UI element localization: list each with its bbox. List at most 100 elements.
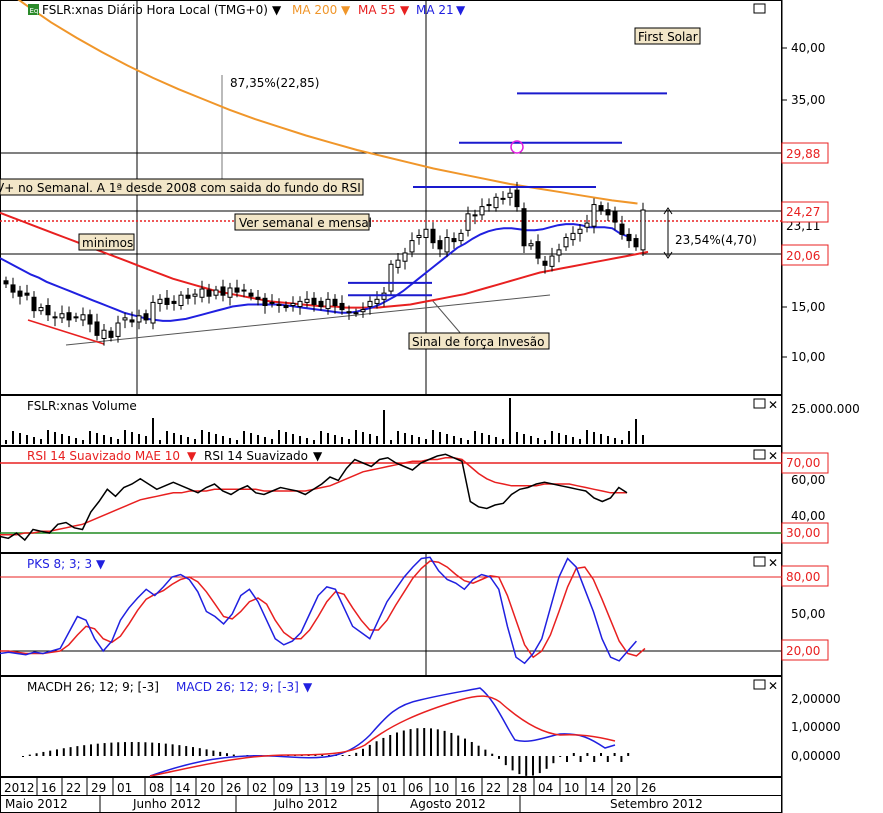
maximize-icon[interactable]: [753, 556, 766, 567]
candle: [612, 211, 618, 223]
y-tick: 10,00: [791, 350, 825, 364]
maximize-icon[interactable]: [753, 679, 766, 690]
macd-hist-bar: [35, 753, 38, 756]
rsi-tick: 60,00: [791, 473, 825, 487]
candle: [409, 240, 415, 253]
macd-hist-bar: [144, 742, 147, 756]
macd-hist-bar: [164, 743, 167, 756]
day-tick: 26: [641, 781, 656, 795]
candle: [360, 309, 366, 313]
volume-bar: [236, 440, 238, 444]
macd-hist-bar: [464, 738, 466, 756]
maximize-icon[interactable]: [753, 398, 766, 409]
volume-bar: [509, 398, 511, 444]
day-tick: 06: [408, 781, 423, 795]
rsi-tick: 40,00: [791, 509, 825, 523]
candle: [220, 286, 226, 296]
macd-hist-bar: [579, 756, 582, 762]
day-tick: 10: [564, 781, 579, 795]
macd-hist-bar: [226, 753, 228, 756]
pks-slow-series: [0, 560, 646, 659]
macd-hist-bar: [28, 754, 31, 756]
candle: [500, 197, 506, 200]
close-icon[interactable]: ✕: [768, 449, 778, 463]
day-tick: 20: [616, 781, 631, 795]
day-tick: 22: [66, 781, 81, 795]
volume-bar: [327, 433, 329, 444]
ma55-series: [0, 211, 649, 309]
volume-bar: [348, 439, 350, 444]
macd-hist-bar: [620, 756, 623, 762]
time-axis: 2012 16 22 29 01 08 14 20 26 02 09 13 19 25 01 06 10 16 22…: [4, 777, 703, 813]
symbol-label: FSLR:xnas Diário Hora Local (TMG+0): [42, 3, 268, 17]
volume-bar: [89, 431, 91, 444]
macd-hist-bar: [566, 756, 568, 762]
candle: [514, 189, 520, 208]
volume-bar: [558, 433, 560, 444]
svg-text:▼: ▼: [313, 449, 323, 463]
volume-bar: [341, 437, 343, 444]
volume-bar: [544, 440, 546, 444]
volume-label: FSLR:xnas Volume: [27, 399, 137, 413]
volume-bar: [292, 434, 294, 444]
candle: [472, 214, 478, 217]
volume-bar: [621, 440, 623, 444]
volume-bar: [516, 432, 518, 444]
macd-hist-bar: [158, 743, 160, 756]
note-sinal: Sinal de força Invesão: [412, 335, 544, 349]
candle: [269, 301, 275, 304]
volume-bar: [201, 430, 203, 444]
macd-hist-bar: [538, 756, 541, 774]
candle: [521, 208, 527, 247]
day-tick: 14: [590, 781, 605, 795]
candle: [640, 209, 646, 251]
volume-bar: [271, 439, 273, 444]
volume-bar: [355, 430, 357, 444]
volume-bar: [229, 438, 231, 444]
macd-hist-bar: [559, 756, 562, 757]
candle: [556, 249, 562, 256]
macd-hist-bar: [314, 755, 317, 756]
macd-hist-bar: [90, 744, 92, 756]
close-icon[interactable]: ✕: [768, 556, 778, 570]
volume-bar: [523, 434, 525, 444]
macd-hist-bar: [185, 746, 188, 756]
day-tick: 04: [538, 781, 553, 795]
volume-bar: [530, 436, 532, 444]
macd-hist-bar: [457, 735, 460, 756]
macd-hist-bar: [171, 744, 174, 756]
volume-bar: [208, 432, 210, 444]
candle: [395, 259, 401, 268]
volume-bar: [278, 430, 280, 444]
macd-hist-bar: [49, 750, 52, 756]
candle: [570, 232, 576, 241]
month-label: Junho 2012: [132, 797, 201, 811]
macd-hist-bar: [552, 756, 555, 764]
candle: [339, 302, 345, 311]
maximize-icon[interactable]: [753, 449, 766, 460]
volume-bar: [418, 437, 420, 444]
note-semanal: V+ no Semanal. A 1ª desde 2008 com saida…: [0, 181, 361, 195]
candle: [115, 322, 121, 337]
candle: [290, 302, 296, 307]
close-icon[interactable]: ✕: [768, 398, 778, 412]
close-icon[interactable]: ✕: [768, 679, 778, 693]
ma55-line: [0, 211, 649, 309]
rsi-label-1: RSI 14 Suavizado MAE 10: [27, 449, 180, 463]
rsi-pane: RSI 14 Suavizado MAE 10 ▼ RSI 14 Suaviza…: [0, 449, 829, 544]
day-tick: 08: [149, 781, 164, 795]
candle: [444, 237, 450, 253]
ma200-label: MA 200: [292, 3, 337, 17]
macd-hist-bar: [212, 750, 215, 756]
volume-bar: [425, 439, 427, 444]
macd-hist-bar: [22, 756, 24, 757]
maximize-icon[interactable]: [753, 3, 766, 14]
macd-hist-bar: [586, 753, 589, 756]
rsi-line: [0, 453, 628, 542]
macd-hist-bar: [477, 745, 480, 756]
macd-hist-bar: [137, 742, 140, 756]
candle: [367, 300, 373, 308]
candle: [24, 292, 30, 296]
candle: [199, 288, 205, 298]
volume-bar: [593, 432, 595, 444]
